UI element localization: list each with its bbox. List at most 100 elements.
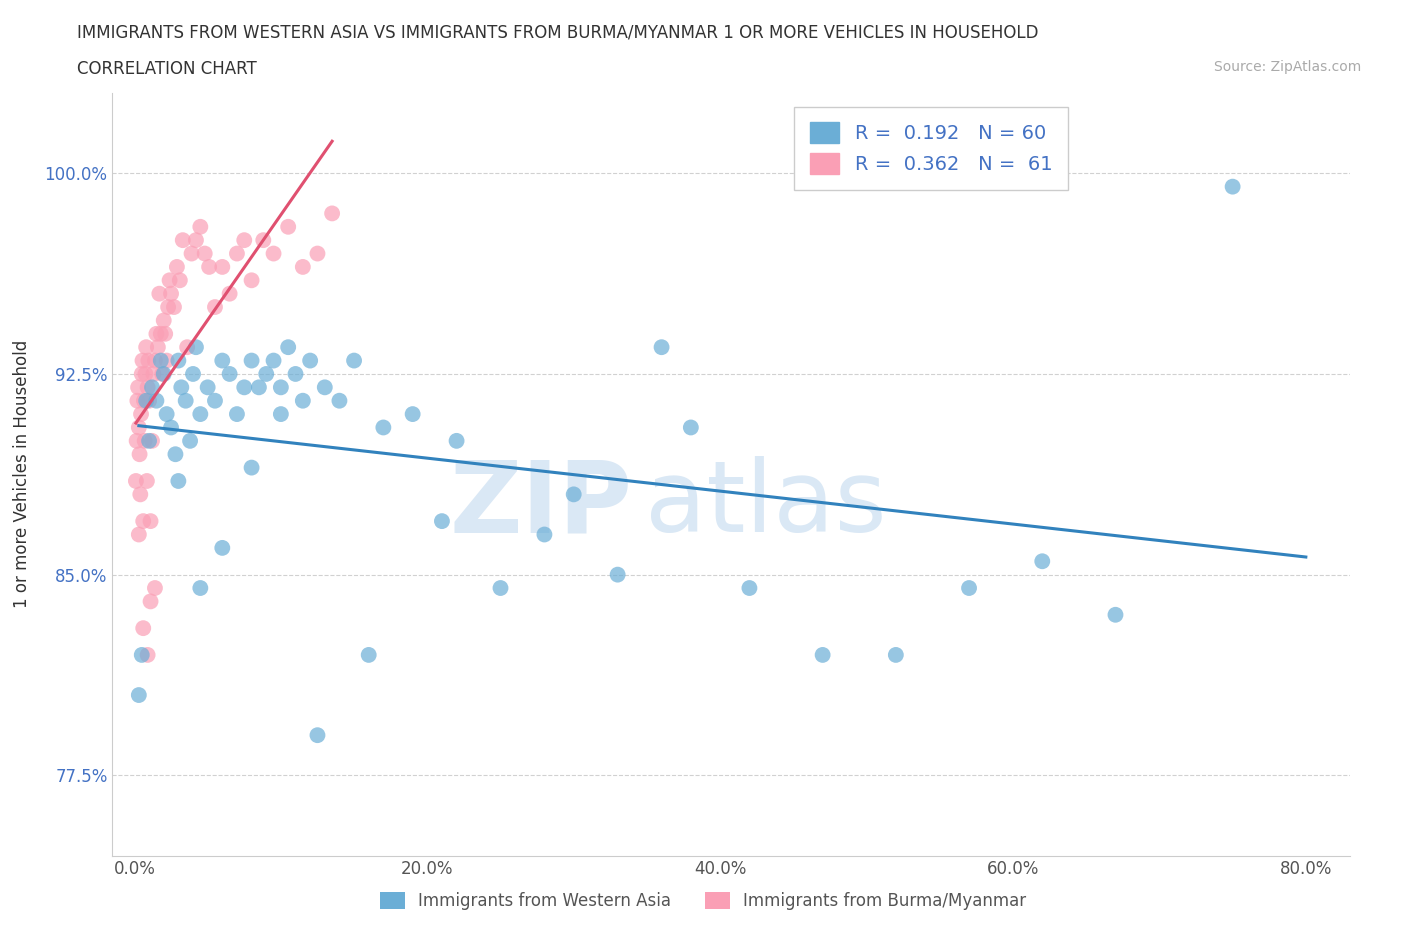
Point [169, 272, 191, 287]
Point [174, 393, 197, 408]
Point [129, 487, 152, 502]
Text: IMMIGRANTS FROM WESTERN ASIA VS IMMIGRANTS FROM BURMA/MYANMAR 1 OR MORE VEHICLES: IMMIGRANTS FROM WESTERN ASIA VS IMMIGRAN… [77, 23, 1039, 41]
Point [1031, 554, 1053, 569]
Point [314, 379, 336, 394]
Point [270, 406, 292, 421]
Point [128, 420, 150, 435]
Point [125, 433, 148, 448]
Point [135, 339, 157, 354]
Point [152, 366, 174, 381]
Point [180, 246, 202, 261]
Point [146, 339, 169, 354]
Point [160, 286, 183, 301]
Point [373, 420, 395, 435]
Point [176, 339, 198, 354]
Legend: Immigrants from Western Asia, Immigrants from Burma/Myanmar: Immigrants from Western Asia, Immigrants… [373, 885, 1033, 917]
Point [167, 353, 190, 368]
Point [125, 473, 148, 488]
Point [357, 647, 380, 662]
Point [284, 366, 307, 381]
Point [233, 232, 256, 247]
Point [211, 259, 233, 274]
Text: Source: ZipAtlas.com: Source: ZipAtlas.com [1213, 60, 1361, 74]
Point [135, 393, 157, 408]
Point [128, 527, 150, 542]
Point [141, 433, 163, 448]
Y-axis label: 1 or more Vehicles in Household: 1 or more Vehicles in Household [13, 340, 31, 608]
Point [299, 353, 322, 368]
Point [263, 353, 285, 368]
Point [136, 379, 159, 394]
Point [132, 620, 155, 635]
Point [163, 299, 186, 314]
Point [143, 580, 166, 595]
Point [218, 366, 240, 381]
Point [489, 580, 512, 595]
Point [263, 246, 285, 261]
Point [160, 420, 183, 435]
Point [129, 406, 152, 421]
Point [197, 379, 219, 394]
Point [240, 272, 263, 287]
Point [270, 379, 292, 394]
Point [145, 326, 167, 341]
Point [172, 232, 194, 247]
Point [679, 420, 702, 435]
Point [156, 353, 179, 368]
Point [170, 379, 193, 394]
Point [141, 379, 163, 394]
Point [132, 393, 155, 408]
Point [138, 353, 160, 368]
Point [446, 433, 468, 448]
Point [233, 379, 256, 394]
Text: atlas: atlas [644, 457, 886, 553]
Point [138, 433, 160, 448]
Point [150, 366, 173, 381]
Point [188, 219, 211, 234]
Point [328, 393, 350, 408]
Point [148, 286, 170, 301]
Point [562, 487, 585, 502]
Point [145, 393, 167, 408]
Point [184, 232, 207, 247]
Point [134, 433, 156, 448]
Point [247, 379, 270, 394]
Point [1104, 607, 1126, 622]
Point [127, 393, 149, 408]
Point [156, 406, 179, 421]
Point [132, 513, 155, 528]
Text: CORRELATION CHART: CORRELATION CHART [77, 60, 257, 78]
Point [277, 339, 299, 354]
Legend: R =  0.192   N = 60, R =  0.362   N =  61: R = 0.192 N = 60, R = 0.362 N = 61 [794, 107, 1067, 190]
Point [136, 647, 159, 662]
Point [188, 406, 211, 421]
Point [606, 567, 628, 582]
Point [211, 540, 233, 555]
Point [128, 446, 150, 461]
Point [128, 687, 150, 702]
Text: ZIP: ZIP [450, 457, 633, 553]
Point [811, 647, 834, 662]
Point [181, 366, 204, 381]
Point [533, 527, 555, 542]
Point [252, 232, 274, 247]
Point [188, 580, 211, 595]
Point [157, 299, 180, 314]
Point [131, 353, 153, 368]
Point [254, 366, 277, 381]
Point [204, 299, 226, 314]
Point [651, 339, 673, 354]
Point [226, 246, 249, 261]
Point [291, 259, 314, 274]
Point [211, 353, 233, 368]
Point [884, 647, 907, 662]
Point [131, 366, 153, 381]
Point [401, 406, 423, 421]
Point [240, 460, 263, 475]
Point [131, 647, 153, 662]
Point [153, 326, 176, 341]
Point [218, 286, 240, 301]
Point [343, 353, 366, 368]
Point [159, 272, 181, 287]
Point [138, 393, 160, 408]
